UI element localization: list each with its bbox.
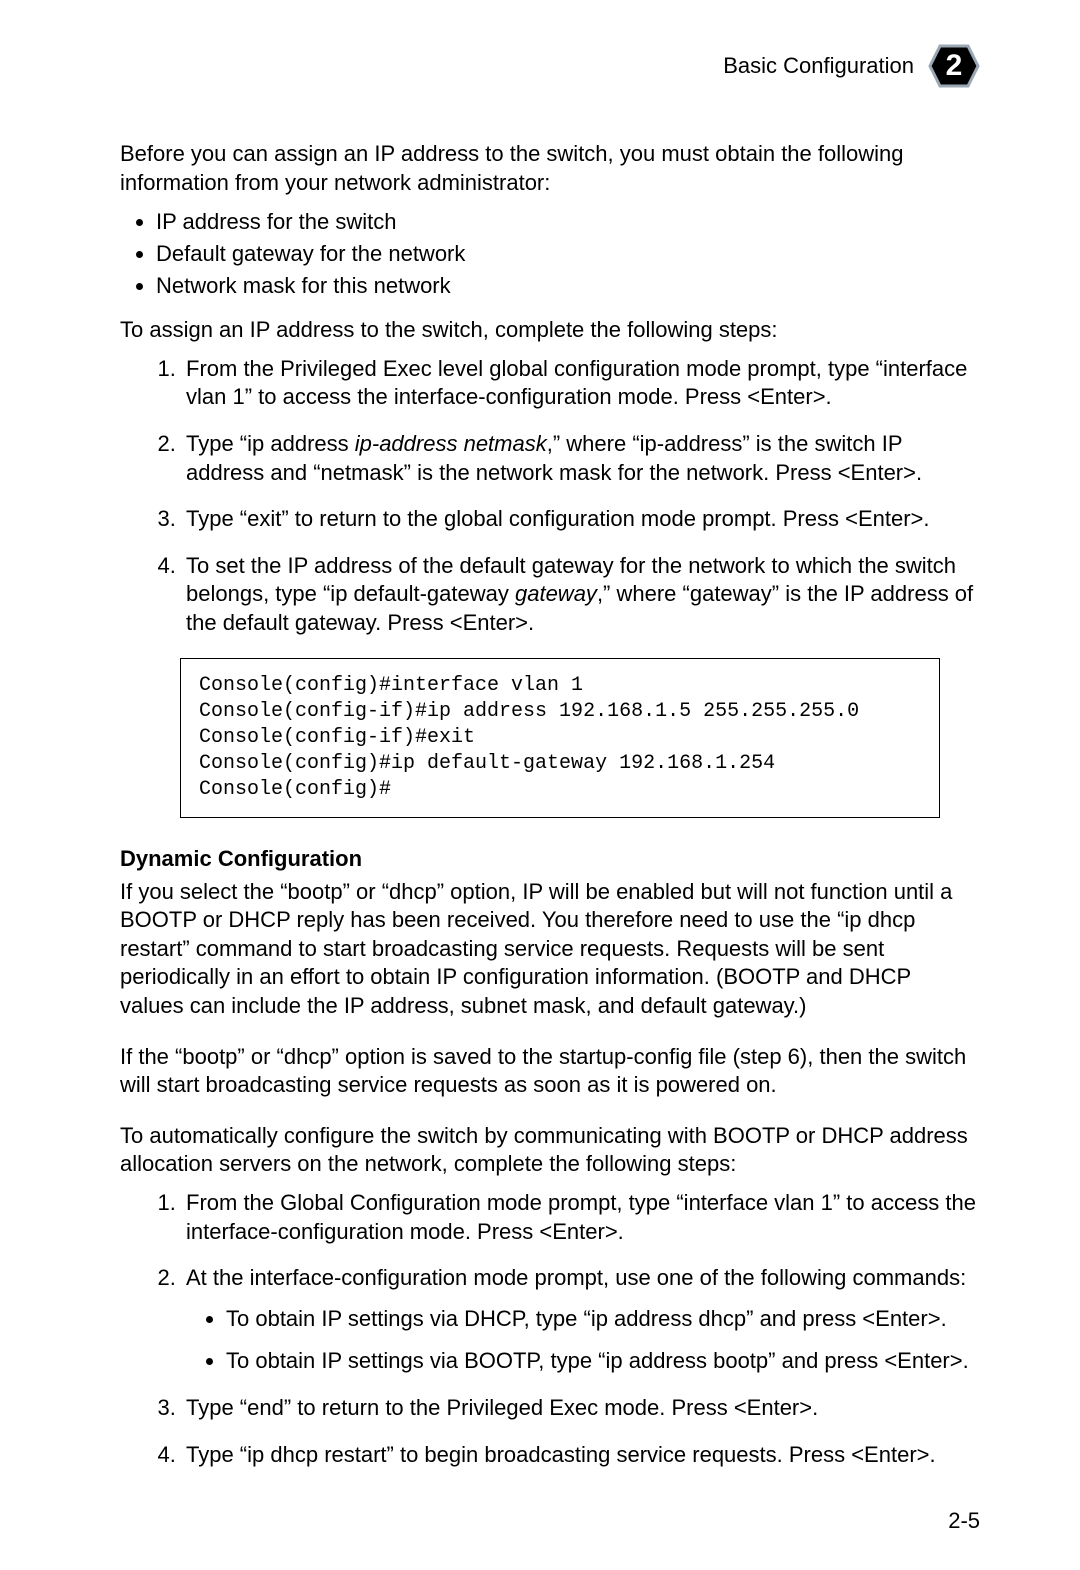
intro-bullets: IP address for the switch Default gatewa… (120, 207, 980, 300)
step-text: From the Global Configuration mode promp… (186, 1190, 976, 1244)
step-italic: gateway (515, 581, 597, 606)
header-title: Basic Configuration (723, 53, 914, 79)
intro-paragraph-1: Before you can assign an IP address to t… (120, 140, 980, 197)
page-header: Basic Configuration 2 (120, 40, 980, 92)
manual-config-steps: From the Privileged Exec level global co… (120, 355, 980, 638)
dynamic-paragraph-2: If the “bootp” or “dhcp” option is saved… (120, 1043, 980, 1100)
step-item: From the Privileged Exec level global co… (182, 355, 980, 412)
step-item: Type “ip dhcp restart” to begin broadcas… (182, 1441, 980, 1470)
step-text: Type “end” to return to the Privileged E… (186, 1395, 818, 1420)
page: Basic Configuration 2 Before you can ass… (0, 0, 1080, 1570)
step-text: Type “exit” to return to the global conf… (186, 506, 930, 531)
step-text: Type “ip dhcp restart” to begin broadcas… (186, 1442, 936, 1467)
code-block-manual: Console(config)#interface vlan 1 Console… (180, 658, 940, 818)
list-item: To obtain IP settings via BOOTP, type “i… (226, 1347, 980, 1376)
list-item: Network mask for this network (156, 271, 980, 301)
step-item: To set the IP address of the default gat… (182, 552, 980, 638)
list-item: IP address for the switch (156, 207, 980, 237)
step-text: From the Privileged Exec level global co… (186, 356, 967, 410)
list-item: To obtain IP settings via DHCP, type “ip… (226, 1305, 980, 1334)
step-item: Type “end” to return to the Privileged E… (182, 1394, 980, 1423)
step-item: Type “exit” to return to the global conf… (182, 505, 980, 534)
chapter-number: 2 (928, 40, 980, 92)
step-item: Type “ip address ip-address netmask,” wh… (182, 430, 980, 487)
step-italic: ip-address netmask (355, 431, 547, 456)
step-text: At the interface-configuration mode prom… (186, 1265, 966, 1290)
page-number: 2-5 (948, 1508, 980, 1534)
dynamic-paragraph-3: To automatically configure the switch by… (120, 1122, 980, 1179)
dynamic-heading: Dynamic Configuration (120, 846, 980, 872)
sub-options: To obtain IP settings via DHCP, type “ip… (186, 1305, 980, 1376)
intro-paragraph-2: To assign an IP address to the switch, c… (120, 316, 980, 345)
step-text: Type “ip address (186, 431, 355, 456)
dynamic-paragraph-1: If you select the “bootp” or “dhcp” opti… (120, 878, 980, 1021)
step-item: From the Global Configuration mode promp… (182, 1189, 980, 1246)
list-item: Default gateway for the network (156, 239, 980, 269)
chapter-badge: 2 (928, 40, 980, 92)
step-item: At the interface-configuration mode prom… (182, 1264, 980, 1376)
dynamic-config-steps: From the Global Configuration mode promp… (120, 1189, 980, 1469)
